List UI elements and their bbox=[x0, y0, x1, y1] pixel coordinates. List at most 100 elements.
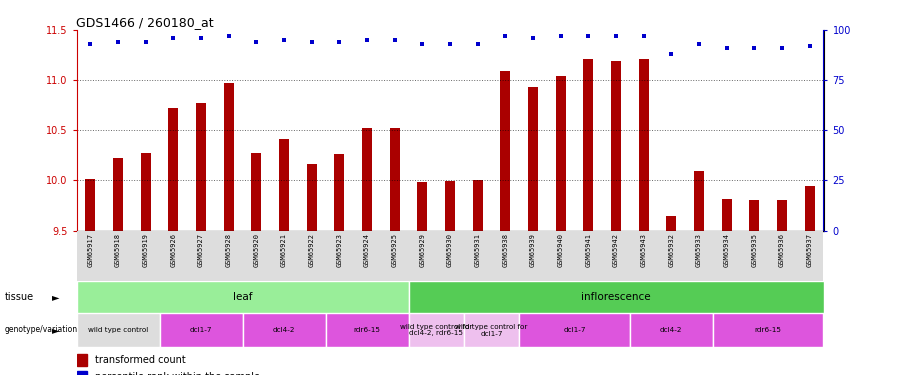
Text: GSM65929: GSM65929 bbox=[419, 233, 426, 267]
Text: GSM65928: GSM65928 bbox=[226, 233, 231, 267]
Bar bbox=[140, 153, 150, 231]
Bar bbox=[418, 183, 428, 231]
Bar bbox=[639, 59, 649, 231]
Point bbox=[747, 45, 761, 51]
Point bbox=[277, 37, 292, 43]
Text: GSM65926: GSM65926 bbox=[170, 233, 176, 267]
Point bbox=[775, 45, 789, 51]
Text: GSM65933: GSM65933 bbox=[696, 233, 702, 267]
Text: wild type control for
dcl1-7: wild type control for dcl1-7 bbox=[455, 324, 527, 336]
Bar bbox=[519, 313, 630, 347]
Text: dcl1-7: dcl1-7 bbox=[563, 327, 586, 333]
Point bbox=[332, 39, 347, 45]
Point bbox=[719, 45, 733, 51]
Bar bbox=[500, 71, 510, 231]
Text: GSM65918: GSM65918 bbox=[115, 233, 121, 267]
Point bbox=[83, 41, 97, 47]
Point bbox=[304, 39, 319, 45]
Text: GSM65932: GSM65932 bbox=[669, 233, 674, 267]
Bar bbox=[279, 140, 289, 231]
Text: rdr6-15: rdr6-15 bbox=[755, 327, 782, 333]
Text: ►: ► bbox=[52, 292, 59, 302]
Text: inflorescence: inflorescence bbox=[581, 292, 651, 302]
Text: ►: ► bbox=[52, 325, 59, 335]
Text: GSM65931: GSM65931 bbox=[474, 233, 481, 267]
Bar bbox=[362, 128, 372, 231]
Bar bbox=[76, 313, 159, 347]
Text: GSM65935: GSM65935 bbox=[752, 233, 757, 267]
Bar bbox=[168, 108, 178, 231]
Point bbox=[139, 39, 153, 45]
Bar bbox=[805, 186, 814, 231]
Point bbox=[636, 33, 651, 39]
Bar bbox=[76, 281, 409, 313]
Point bbox=[166, 35, 181, 41]
Bar bbox=[196, 103, 206, 231]
Text: GSM65927: GSM65927 bbox=[198, 233, 204, 267]
Bar bbox=[694, 171, 704, 231]
Text: wild type control: wild type control bbox=[88, 327, 148, 333]
Text: dcl1-7: dcl1-7 bbox=[190, 327, 212, 333]
Text: GSM65937: GSM65937 bbox=[806, 233, 813, 267]
Bar bbox=[630, 313, 713, 347]
Point bbox=[443, 41, 457, 47]
Bar bbox=[611, 61, 621, 231]
Bar bbox=[159, 313, 242, 347]
Bar bbox=[251, 153, 261, 231]
Text: dcl4-2: dcl4-2 bbox=[660, 327, 682, 333]
Bar bbox=[113, 158, 122, 231]
Text: GSM65925: GSM65925 bbox=[392, 233, 398, 267]
Bar bbox=[667, 216, 676, 231]
Point bbox=[664, 51, 679, 57]
Point bbox=[581, 33, 596, 39]
Bar bbox=[528, 87, 538, 231]
Bar bbox=[464, 313, 519, 347]
Bar bbox=[86, 180, 95, 231]
Text: percentile rank within the sample: percentile rank within the sample bbox=[94, 372, 260, 375]
Point bbox=[111, 39, 125, 45]
Point bbox=[692, 41, 706, 47]
Text: GSM65943: GSM65943 bbox=[641, 233, 647, 267]
Text: wild type control for
dcl4-2, rdr6-15: wild type control for dcl4-2, rdr6-15 bbox=[400, 324, 473, 336]
Text: tissue: tissue bbox=[4, 292, 33, 302]
Bar bbox=[224, 83, 233, 231]
Bar bbox=[446, 182, 454, 231]
Point bbox=[803, 43, 817, 49]
Text: GDS1466 / 260180_at: GDS1466 / 260180_at bbox=[76, 16, 214, 29]
Point bbox=[221, 33, 236, 39]
Point bbox=[471, 41, 485, 47]
Text: GSM65930: GSM65930 bbox=[447, 233, 453, 267]
Bar bbox=[409, 281, 824, 313]
Bar bbox=[326, 313, 409, 347]
Bar bbox=[335, 154, 344, 231]
Text: rdr6-15: rdr6-15 bbox=[354, 327, 381, 333]
Text: GSM65936: GSM65936 bbox=[779, 233, 785, 267]
Bar bbox=[722, 198, 732, 231]
Bar bbox=[76, 371, 86, 375]
Bar bbox=[556, 76, 565, 231]
Text: GSM65922: GSM65922 bbox=[309, 233, 315, 267]
Text: GSM65923: GSM65923 bbox=[337, 233, 342, 267]
Bar bbox=[307, 164, 317, 231]
Bar bbox=[713, 313, 824, 347]
Text: GSM65941: GSM65941 bbox=[585, 233, 591, 267]
Text: GSM65940: GSM65940 bbox=[558, 233, 563, 267]
Text: GSM65920: GSM65920 bbox=[253, 233, 259, 267]
Text: GSM65938: GSM65938 bbox=[502, 233, 508, 267]
Text: dcl4-2: dcl4-2 bbox=[273, 327, 295, 333]
Point bbox=[526, 35, 540, 41]
Point bbox=[415, 41, 429, 47]
Text: GSM65921: GSM65921 bbox=[281, 233, 287, 267]
Bar bbox=[778, 200, 787, 231]
Bar bbox=[409, 313, 464, 347]
Point bbox=[498, 33, 512, 39]
Bar bbox=[242, 313, 326, 347]
Bar bbox=[750, 200, 760, 231]
Point bbox=[360, 37, 374, 43]
Text: transformed count: transformed count bbox=[94, 355, 185, 365]
Text: GSM65934: GSM65934 bbox=[724, 233, 730, 267]
Text: GSM65919: GSM65919 bbox=[143, 233, 148, 267]
Bar bbox=[583, 59, 593, 231]
Point bbox=[249, 39, 264, 45]
Text: leaf: leaf bbox=[233, 292, 252, 302]
